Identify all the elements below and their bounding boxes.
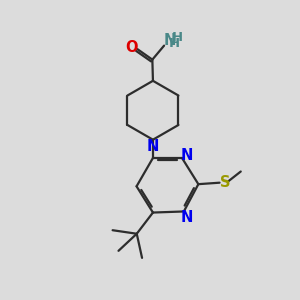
Text: N: N xyxy=(147,139,159,154)
Text: H: H xyxy=(172,31,183,44)
Text: S: S xyxy=(220,175,230,190)
Text: N: N xyxy=(163,33,176,48)
Text: N: N xyxy=(181,148,194,163)
Text: N: N xyxy=(181,210,193,225)
Text: H: H xyxy=(169,38,180,50)
Text: O: O xyxy=(125,40,138,55)
